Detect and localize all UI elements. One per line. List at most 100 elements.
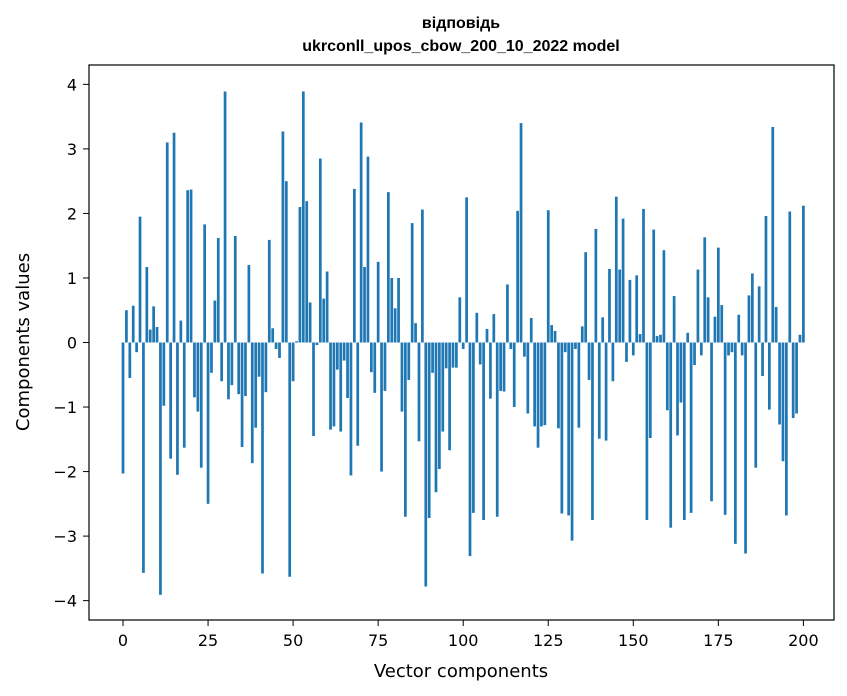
- bar-69: [356, 342, 360, 446]
- bar-60: [325, 271, 329, 343]
- bar-103: [472, 342, 475, 513]
- bar-101: [465, 197, 468, 343]
- y-tick-label: −2: [53, 463, 77, 482]
- bar-2: [128, 342, 132, 378]
- bar-38: [250, 342, 254, 464]
- bar-163: [676, 342, 679, 436]
- bar-5: [138, 216, 142, 343]
- y-tick-label: −1: [53, 398, 77, 417]
- bar-15: [172, 132, 176, 343]
- bar-24: [203, 224, 207, 343]
- bar-104: [475, 312, 479, 343]
- bar-185: [750, 273, 754, 343]
- bar-102: [468, 342, 472, 557]
- bar-195: [785, 342, 788, 516]
- bar-73: [369, 342, 373, 373]
- bar-79: [390, 277, 394, 343]
- bar-158: [659, 334, 662, 343]
- bar-192: [774, 307, 778, 343]
- bar-131: [567, 342, 571, 516]
- y-tick-label: −4: [53, 592, 77, 611]
- bar-111: [499, 342, 502, 391]
- bar-40: [257, 342, 261, 377]
- bar-139: [594, 228, 598, 343]
- bar-126: [550, 325, 554, 343]
- bar-91: [431, 342, 434, 373]
- x-tick-label: 150: [618, 631, 649, 650]
- bar-147: [621, 218, 625, 343]
- bar-183: [744, 342, 747, 554]
- bar-196: [788, 211, 792, 343]
- bar-152: [638, 334, 642, 343]
- bar-89: [424, 342, 428, 587]
- bar-70: [359, 122, 363, 343]
- bar-34: [237, 342, 241, 395]
- bar-6: [142, 342, 145, 573]
- bar-128: [557, 342, 560, 429]
- bar-81: [397, 277, 400, 343]
- bar-4: [135, 342, 138, 353]
- bar-200: [802, 205, 805, 343]
- x-tick-label: 175: [703, 631, 734, 650]
- bar-13: [165, 142, 169, 343]
- bar-136: [584, 252, 588, 343]
- bar-162: [672, 296, 676, 343]
- bar-96: [448, 342, 451, 451]
- bar-61: [329, 342, 332, 430]
- bar-121: [533, 342, 536, 427]
- bar-176: [720, 305, 724, 343]
- bar-82: [400, 342, 404, 412]
- bar-161: [669, 342, 673, 528]
- bar-11: [159, 342, 162, 595]
- bar-44: [271, 328, 275, 343]
- bar-57: [315, 342, 319, 346]
- x-tick-label: 0: [118, 631, 128, 650]
- bar-175: [716, 247, 720, 343]
- bar-194: [781, 342, 785, 462]
- bar-48: [284, 181, 288, 343]
- bar-35: [240, 342, 244, 448]
- chart-subtitle: ukrconll_upos_cbow_200_10_2022 model: [302, 38, 619, 55]
- bar-75: [376, 261, 380, 343]
- bar-189: [764, 216, 768, 343]
- bar-83: [404, 342, 407, 517]
- bar-177: [723, 342, 727, 515]
- bar-186: [754, 342, 758, 468]
- bar-99: [458, 297, 462, 343]
- bar-191: [771, 126, 775, 343]
- bar-21: [193, 342, 196, 398]
- bar-116: [516, 210, 519, 343]
- bar-45: [274, 342, 278, 349]
- bar-26: [210, 342, 213, 373]
- x-tick-label: 50: [283, 631, 303, 650]
- x-tick-label: 100: [448, 631, 479, 650]
- bar-14: [169, 342, 173, 459]
- bar-92: [434, 342, 438, 493]
- bar-125: [546, 210, 550, 343]
- bar-155: [648, 342, 652, 439]
- bar-68: [352, 188, 356, 343]
- bar-56: [312, 342, 315, 437]
- bar-8: [148, 329, 152, 343]
- bar-197: [791, 342, 795, 419]
- bar-85: [410, 223, 414, 343]
- bar-164: [679, 342, 683, 403]
- chart-title: відповідь: [422, 15, 500, 32]
- bar-149: [628, 279, 632, 343]
- bar-18: [182, 342, 186, 448]
- bar-3: [131, 305, 135, 343]
- y-tick-label: 3: [67, 140, 77, 159]
- bar-9: [152, 306, 155, 343]
- bar-95: [444, 342, 448, 369]
- y-tick-label: 4: [67, 75, 77, 94]
- bar-114: [509, 342, 513, 349]
- bar-65: [342, 342, 346, 361]
- y-axis: 4 3 2 1 0 −1 −2 −3 −4: [53, 75, 89, 611]
- x-tick-label: 25: [198, 631, 218, 650]
- bar-52: [298, 206, 302, 343]
- bar-153: [642, 208, 645, 343]
- bar-0: [121, 342, 125, 474]
- bar-143: [608, 268, 611, 343]
- bar-108: [489, 342, 492, 399]
- bar-169: [696, 269, 700, 343]
